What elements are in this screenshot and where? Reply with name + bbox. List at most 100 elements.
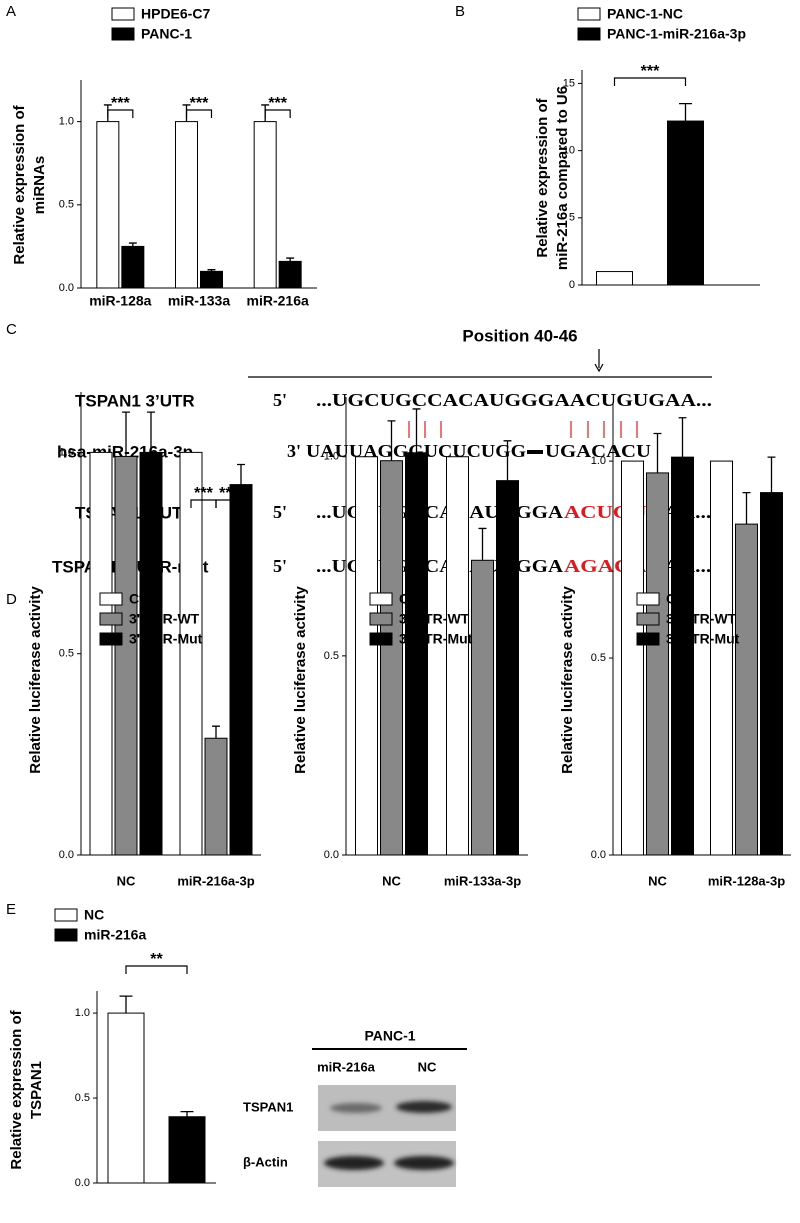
y-axis-label: Relative luciferase activity xyxy=(559,586,576,774)
x-tick-label: NC xyxy=(382,873,401,888)
legend-label: HPDE6-C7 xyxy=(141,6,210,22)
bar xyxy=(179,451,203,856)
y-axis-label: TSPAN1 xyxy=(28,1061,45,1119)
pairing-lines xyxy=(408,421,638,438)
y-tick-label: 0.5 xyxy=(59,648,74,660)
band xyxy=(396,1101,452,1113)
strand-end: 3' xyxy=(287,441,301,461)
panel-label: C xyxy=(6,321,17,338)
bar xyxy=(139,451,163,856)
significance-label: *** xyxy=(219,485,238,502)
significance-label: *** xyxy=(268,95,287,112)
error-bar xyxy=(767,456,776,493)
panel-label: E xyxy=(6,901,16,918)
significance-label: *** xyxy=(641,63,660,80)
significance-label: *** xyxy=(111,95,130,112)
chart: Relative expression of TSPAN1 0.0 0.5 1.0 NC m… xyxy=(8,907,216,1189)
bar xyxy=(667,120,704,286)
x-tick-label: NC xyxy=(117,873,136,888)
arrow-head xyxy=(594,363,604,373)
sequence: UGACACU xyxy=(545,441,651,461)
band xyxy=(324,1156,384,1170)
legend-swatch xyxy=(636,592,660,606)
error-bar xyxy=(478,527,487,561)
x-tick-label: miR-128a-3p xyxy=(708,873,785,888)
significance-bracket xyxy=(107,109,134,118)
error-bar xyxy=(286,257,295,262)
error-bar xyxy=(180,1110,194,1117)
error-bar xyxy=(653,432,662,473)
y-tick-label: 15 xyxy=(563,77,575,89)
bar xyxy=(710,460,733,856)
error-bar xyxy=(119,995,133,1014)
y-tick-label: 0.5 xyxy=(591,652,606,664)
chart: Relative luciferase activity 0.0 0.5 1.0 NC m… xyxy=(559,402,791,888)
legend-swatch xyxy=(99,612,123,626)
blot-title: PANC-1 xyxy=(364,1028,415,1044)
y-tick-label: 1.0 xyxy=(75,1007,90,1019)
panel-label: B xyxy=(455,3,465,20)
x-tick-label: NC xyxy=(648,873,667,888)
x-tick-label: miR-133a xyxy=(168,293,230,309)
legend-label: PANC-1-miR-216a-3p xyxy=(607,26,746,42)
error-bar xyxy=(128,242,137,247)
band xyxy=(394,1156,454,1170)
legend-swatch xyxy=(99,632,123,646)
legend-label: 3' UTR-Mut xyxy=(666,631,740,647)
lane-label: NC xyxy=(418,1059,437,1074)
y-axis-label: Relative luciferase activity xyxy=(292,586,309,774)
x-tick-label: miR-216a xyxy=(247,293,309,309)
x-tick-label: miR-133a-3p xyxy=(444,873,521,888)
error-bar xyxy=(212,725,220,739)
y-tick-label: 1.0 xyxy=(591,455,606,467)
bar xyxy=(96,121,120,289)
bar xyxy=(671,456,694,856)
bar xyxy=(496,480,519,856)
legend-swatch xyxy=(577,7,601,21)
strand-end: 5' xyxy=(273,556,287,576)
legend-swatch xyxy=(99,592,123,606)
y-axis-label: miRNAs xyxy=(31,156,48,214)
bar xyxy=(380,460,403,856)
bar xyxy=(355,456,378,856)
bar xyxy=(596,271,633,286)
strand-end: 5' xyxy=(273,502,287,522)
y-axis-label: Relative luciferase activity xyxy=(27,586,44,774)
legend-swatch xyxy=(54,908,78,922)
sequence: ...UGCUGCCACAUGGGA xyxy=(316,502,563,522)
chart: Relative luciferase activity 0.0 0.5 1.0 NC m… xyxy=(292,397,528,888)
y-tick-label: 5 xyxy=(569,212,575,224)
position-label: Position 40-46 xyxy=(462,326,577,345)
x-tick-label: miR-128a xyxy=(89,293,151,309)
legend-swatch xyxy=(636,612,660,626)
y-tick-label: 0.5 xyxy=(59,199,74,211)
legend-label: PANC-1 xyxy=(141,26,192,42)
y-tick-label: 1.0 xyxy=(59,446,74,458)
panel-label: D xyxy=(6,591,17,608)
bar xyxy=(446,456,469,856)
y-tick-label: 0.0 xyxy=(591,849,606,861)
sequence: ...UGCUGCCACAUGGGAACUGUGAA... xyxy=(316,390,712,410)
significance-bracket xyxy=(125,965,188,974)
y-tick-label: 1.0 xyxy=(59,116,74,128)
row-name: TSPAN1 3’UTR xyxy=(75,391,195,410)
y-tick-label: 0.0 xyxy=(324,849,339,861)
y-tick-label: 0.5 xyxy=(75,1092,90,1104)
significance-label: *** xyxy=(194,485,213,502)
error-bar xyxy=(742,491,751,525)
error-bar xyxy=(678,417,687,458)
bar xyxy=(735,523,758,856)
y-axis-label: Relative expression of xyxy=(11,104,28,264)
legend-label: 3' UTR-Mut xyxy=(129,631,203,647)
y-tick-label: 0.0 xyxy=(59,849,74,861)
significance-label: *** xyxy=(190,95,209,112)
error-bar xyxy=(679,102,692,122)
bar xyxy=(621,460,644,856)
error-bar xyxy=(412,408,421,453)
legend-swatch xyxy=(369,592,393,606)
bar xyxy=(471,559,494,856)
legend-swatch xyxy=(54,928,78,942)
bar xyxy=(760,492,783,856)
bar xyxy=(168,1116,206,1184)
row-label: β-Actin xyxy=(243,1154,288,1169)
